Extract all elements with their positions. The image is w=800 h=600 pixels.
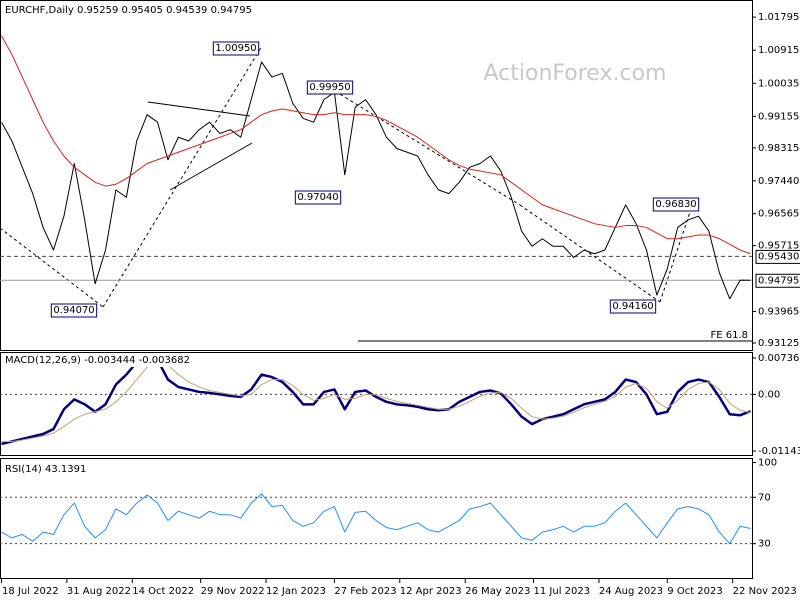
annotation: 0.94070 [53, 305, 94, 316]
annotation: 0.99950 [309, 82, 350, 93]
x-tick-label: 26 May 2023 [465, 586, 530, 597]
y-tick-label: 100 [758, 458, 777, 469]
x-tick-label: 29 Nov 2022 [201, 586, 265, 597]
x-tick-label: 27 Feb 2023 [334, 586, 396, 597]
trend-line [102, 45, 263, 308]
series-line [1, 356, 751, 446]
label-box [212, 41, 260, 56]
y-tick-label: 1.01795 [758, 12, 799, 23]
fe-label: FE 61.8 [710, 330, 748, 341]
label-box [3, 4, 254, 17]
y-tick-label: 0.96565 [758, 209, 799, 220]
label-box [755, 273, 800, 288]
y-tick-label: 0.93125 [758, 338, 799, 349]
y-tick-label: 30 [758, 539, 771, 550]
x-tick-label: 9 Oct 2023 [667, 586, 722, 597]
y-tick-label: 0.95715 [758, 241, 799, 252]
y-tick-label: 0.93965 [758, 306, 799, 317]
rsi-title: RSI(14) 43.1391 [5, 464, 86, 475]
label-box [294, 190, 342, 205]
macd-panel [0, 352, 753, 456]
x-tick-label: 24 Aug 2023 [599, 586, 663, 597]
label-box [609, 299, 657, 314]
x-tick-label: 31 Aug 2022 [67, 586, 131, 597]
trend-line [519, 204, 661, 303]
price-panel [0, 0, 753, 351]
triangle-line [169, 142, 253, 191]
series-line [1, 493, 751, 545]
label-box [306, 80, 354, 95]
annotation: 0.97040 [297, 192, 338, 203]
y-tick-label: 70 [758, 492, 771, 503]
x-tick-label: 11 Jul 2023 [534, 586, 591, 597]
y-tick-label: 1.00035 [758, 78, 799, 89]
label-box [755, 249, 800, 264]
trend-drawings [0, 45, 752, 342]
trend-line [329, 87, 521, 206]
series-line [1, 61, 751, 300]
y-tick-label: 1.00915 [758, 45, 799, 56]
x-tick-label: 22 Nov 2023 [733, 586, 797, 597]
annotation: 0.96830 [655, 199, 696, 210]
label-box [3, 463, 89, 476]
series-line [1, 360, 751, 442]
y-tick-label: 0.98315 [758, 143, 799, 154]
x-tick-label: 18 Jul 2022 [2, 586, 59, 597]
y-tick-label: 0.97440 [758, 176, 799, 187]
annotation: 1.00950 [215, 43, 256, 54]
rsi-panel [0, 458, 753, 579]
y-tick-label: 0.00 [758, 389, 780, 400]
label-box [652, 197, 700, 212]
x-tick-label: 14 Oct 2022 [132, 586, 194, 597]
x-tick-label: 12 Jan 2023 [266, 586, 326, 597]
y-tick-label: 0.007362 [758, 353, 800, 364]
watermark: ActionForex.com [484, 61, 667, 86]
level-label: 0.95430 [758, 251, 799, 262]
series-line [1, 35, 751, 255]
level-label: 0.94795 [758, 275, 799, 286]
x-tick-label: 12 Apr 2023 [400, 586, 462, 597]
y-tick-label: 0.99155 [758, 111, 799, 122]
triangle-line [147, 101, 251, 117]
trend-line [659, 205, 693, 303]
label-box [50, 303, 98, 318]
trend-line [0, 227, 104, 308]
macd-title: MACD(12,26,9) -0.003444 -0.003682 [5, 355, 190, 366]
price-title: EURCHF,Daily 0.95259 0.95405 0.94539 0.9… [5, 5, 252, 16]
label-box [3, 354, 192, 367]
annotation: 0.94160 [612, 301, 653, 312]
